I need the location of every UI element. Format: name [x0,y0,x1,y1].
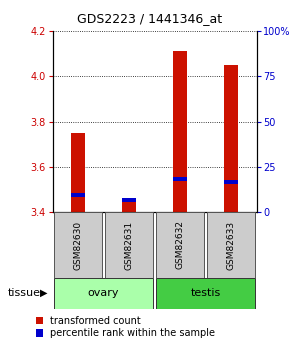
Text: transformed count: transformed count [50,316,141,325]
Bar [155,278,256,309]
Bar [173,51,187,212]
Bar [155,212,205,278]
Text: testis: testis [190,288,220,298]
Bar [224,65,238,212]
Bar [206,212,256,278]
Bar [36,317,43,324]
Bar [71,133,85,212]
Text: tissue: tissue [8,288,41,298]
Text: GSM82632: GSM82632 [176,220,184,269]
Bar [173,177,187,181]
Text: GSM82631: GSM82631 [124,220,134,269]
Bar [53,212,103,278]
Text: percentile rank within the sample: percentile rank within the sample [50,328,215,338]
Text: GSM82630: GSM82630 [74,220,82,269]
Bar [224,180,238,184]
Bar [104,212,154,278]
Text: GSM82633: GSM82633 [226,220,236,269]
Bar [36,329,43,337]
Bar [71,193,85,197]
Text: GDS2223 / 1441346_at: GDS2223 / 1441346_at [77,12,223,25]
Bar [122,199,136,212]
Text: ovary: ovary [88,288,119,298]
Bar [53,278,154,309]
Bar [122,198,136,203]
Text: ▶: ▶ [40,288,47,298]
